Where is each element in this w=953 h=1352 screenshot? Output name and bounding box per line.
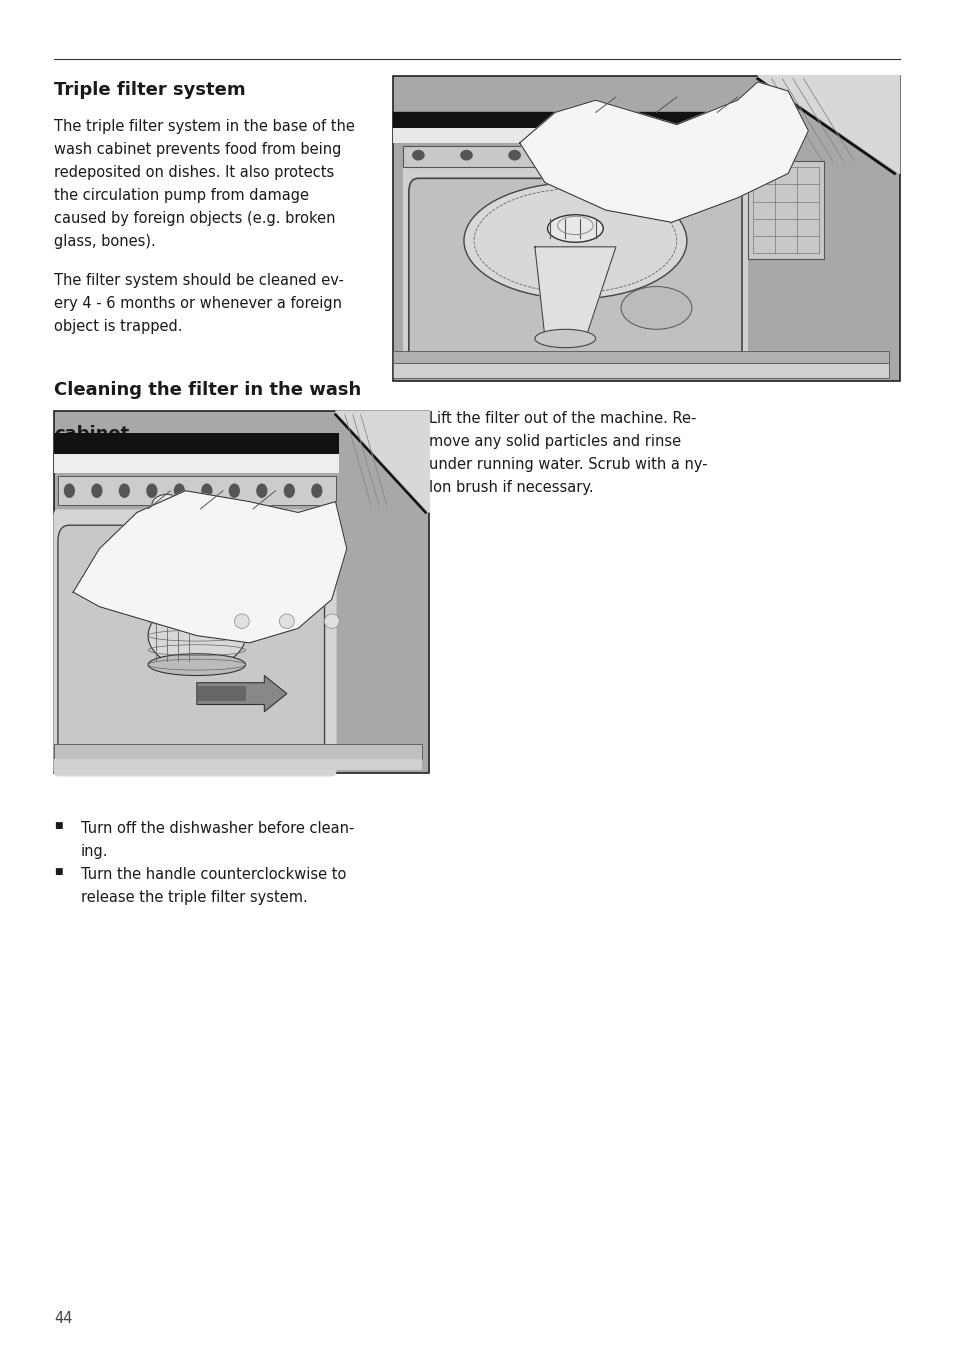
Polygon shape xyxy=(519,82,807,222)
Ellipse shape xyxy=(556,150,569,161)
Ellipse shape xyxy=(152,495,182,516)
FancyBboxPatch shape xyxy=(409,178,741,370)
Bar xyxy=(196,687,245,700)
Ellipse shape xyxy=(64,484,75,498)
Bar xyxy=(54,745,421,758)
Text: ery 4 - 6 months or whenever a foreign: ery 4 - 6 months or whenever a foreign xyxy=(54,296,342,311)
FancyBboxPatch shape xyxy=(58,525,324,768)
Ellipse shape xyxy=(234,614,249,629)
Ellipse shape xyxy=(459,150,473,161)
Text: redeposited on dishes. It also protects: redeposited on dishes. It also protects xyxy=(54,165,335,180)
Polygon shape xyxy=(757,76,899,173)
Ellipse shape xyxy=(620,287,691,330)
Text: wash cabinet prevents food from being: wash cabinet prevents food from being xyxy=(54,142,341,157)
Ellipse shape xyxy=(182,529,212,546)
Bar xyxy=(182,538,212,610)
Text: Turn off the dishwasher before clean-: Turn off the dishwasher before clean- xyxy=(81,821,355,836)
Ellipse shape xyxy=(324,614,339,629)
Ellipse shape xyxy=(604,150,617,161)
Ellipse shape xyxy=(547,215,602,242)
Text: object is trapped.: object is trapped. xyxy=(54,319,183,334)
Text: Lift the filter out of the machine. Re-: Lift the filter out of the machine. Re- xyxy=(429,411,696,426)
Ellipse shape xyxy=(535,330,595,347)
Ellipse shape xyxy=(283,484,294,498)
Text: Triple filter system: Triple filter system xyxy=(54,81,246,99)
Bar xyxy=(58,476,335,506)
Bar xyxy=(403,168,747,375)
Ellipse shape xyxy=(182,602,212,619)
Ellipse shape xyxy=(652,150,664,161)
Text: Turn the handle counterclockwise to: Turn the handle counterclockwise to xyxy=(81,867,346,882)
Ellipse shape xyxy=(279,614,294,629)
Polygon shape xyxy=(393,112,762,127)
Bar xyxy=(54,454,339,473)
Text: glass, bones).: glass, bones). xyxy=(54,234,156,249)
Bar xyxy=(54,411,429,773)
Text: Cleaning the filter in the wash: Cleaning the filter in the wash xyxy=(54,381,361,399)
Text: The triple filter system in the base of the: The triple filter system in the base of … xyxy=(54,119,355,134)
Ellipse shape xyxy=(201,484,213,498)
Polygon shape xyxy=(73,491,347,644)
Ellipse shape xyxy=(91,484,102,498)
Text: ing.: ing. xyxy=(81,844,109,859)
Text: ■: ■ xyxy=(54,821,63,830)
Text: the circulation pump from damage: the circulation pump from damage xyxy=(54,188,309,203)
FancyBboxPatch shape xyxy=(53,510,336,776)
Ellipse shape xyxy=(412,150,424,161)
Bar xyxy=(54,433,339,454)
Ellipse shape xyxy=(256,484,267,498)
Text: lon brush if necessary.: lon brush if necessary. xyxy=(429,480,594,495)
Bar xyxy=(393,76,899,381)
Polygon shape xyxy=(335,411,429,512)
Ellipse shape xyxy=(118,484,130,498)
Text: cabinet: cabinet xyxy=(54,425,130,442)
Text: ■: ■ xyxy=(54,867,63,876)
Text: The filter system should be cleaned ev-: The filter system should be cleaned ev- xyxy=(54,273,344,288)
Ellipse shape xyxy=(700,150,713,161)
Ellipse shape xyxy=(173,484,185,498)
Bar xyxy=(393,362,888,379)
Ellipse shape xyxy=(148,654,245,676)
Polygon shape xyxy=(535,247,616,338)
Ellipse shape xyxy=(148,603,245,668)
Ellipse shape xyxy=(146,484,157,498)
Ellipse shape xyxy=(508,150,520,161)
Text: 44: 44 xyxy=(54,1311,72,1326)
Bar xyxy=(403,146,732,168)
Bar xyxy=(393,350,888,362)
Bar xyxy=(393,127,762,143)
Ellipse shape xyxy=(463,183,686,299)
Bar xyxy=(747,161,822,260)
Text: release the triple filter system.: release the triple filter system. xyxy=(81,890,308,904)
Text: caused by foreign objects (e.g. broken: caused by foreign objects (e.g. broken xyxy=(54,211,335,226)
FancyArrow shape xyxy=(196,676,287,711)
Ellipse shape xyxy=(311,484,322,498)
Text: under running water. Scrub with a ny-: under running water. Scrub with a ny- xyxy=(429,457,707,472)
Text: move any solid particles and rinse: move any solid particles and rinse xyxy=(429,434,680,449)
Text: ■: ■ xyxy=(402,411,411,420)
Bar xyxy=(54,758,421,769)
Ellipse shape xyxy=(229,484,240,498)
